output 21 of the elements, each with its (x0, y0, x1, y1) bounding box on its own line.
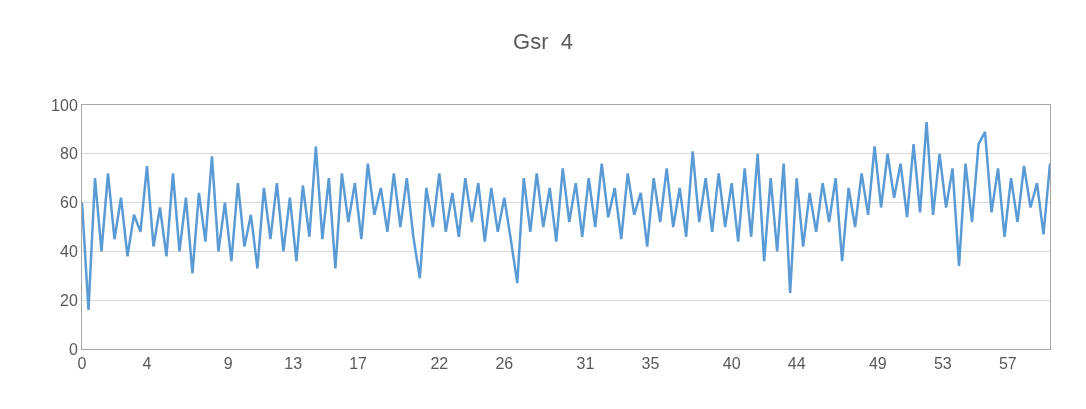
x-tick-label: 53 (933, 355, 952, 373)
x-tick-label: 40 (722, 355, 741, 373)
chart-title: Gsr 4 (513, 28, 573, 54)
x-tick-label: 4 (142, 355, 152, 373)
x-tick-label: 31 (576, 355, 595, 373)
x-tick-label: 26 (495, 355, 514, 373)
y-tick-label: 60 (60, 194, 78, 212)
x-tick-label: 13 (284, 355, 303, 373)
y-tick-label: 0 (68, 340, 78, 358)
y-tick-label: 20 (60, 291, 78, 309)
x-tick-label: 49 (868, 355, 887, 373)
x-tick-label: 9 (223, 355, 233, 373)
x-tick-label: 57 (998, 355, 1017, 373)
x-tick-label: 44 (787, 355, 806, 373)
line-series (82, 120, 1050, 312)
y-tick-label: 40 (60, 243, 78, 260)
y-tick-label: 80 (60, 145, 78, 163)
x-tick-label: 35 (641, 355, 660, 373)
x-tick-label: 22 (430, 355, 449, 373)
x-tick-label: 17 (349, 355, 368, 373)
y-tick-label: 100 (51, 96, 78, 114)
